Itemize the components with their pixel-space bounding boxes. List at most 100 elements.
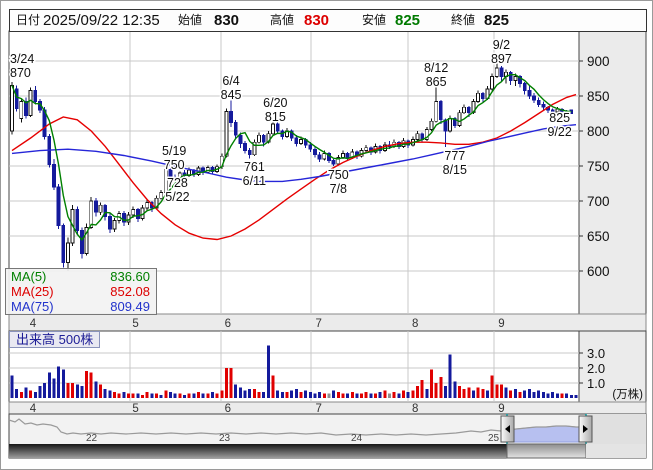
volume-bar (532, 392, 536, 398)
volume-bar (350, 392, 354, 398)
candle-down (243, 143, 247, 152)
month-label: 9 (498, 403, 504, 415)
price-tick-label: 700 (587, 194, 610, 209)
volume-bar (220, 390, 224, 398)
candle-up (429, 120, 434, 130)
volume-bar (108, 390, 112, 398)
ma75-value: 809.49 (110, 299, 150, 314)
volume-bar (89, 372, 93, 398)
candle-up (364, 147, 369, 152)
candle-up (84, 227, 89, 254)
volume-bar (271, 375, 275, 398)
candle-down (52, 164, 56, 188)
volume-bar (19, 392, 23, 398)
open-label: 始値 (178, 13, 203, 27)
candle-down (536, 99, 541, 105)
high-label: 高値 (270, 13, 295, 27)
volume-bar (392, 392, 396, 398)
annotation-825-9/22: 825 9/22 (548, 111, 572, 139)
month-label: 7 (316, 318, 322, 330)
volume-bar (364, 392, 368, 398)
volume-axis-panel (578, 330, 647, 403)
volume-bar (299, 392, 303, 398)
candle-up (299, 138, 303, 144)
volume-bar (196, 392, 200, 398)
volume-bar (355, 393, 359, 398)
candle-up (159, 192, 164, 199)
volume-bar (499, 384, 503, 398)
volume-tick-label: 3.0 (587, 346, 605, 361)
volume-bar (430, 369, 434, 398)
annotation-6/20-815: 6/20 815 (263, 96, 287, 124)
volume-bar (266, 345, 270, 398)
month-label: 8 (412, 403, 418, 415)
candle-down (466, 106, 471, 114)
candle-up (112, 220, 117, 230)
price-pane (8, 30, 580, 315)
volume-bar (457, 386, 461, 398)
volume-bar (159, 395, 163, 398)
volume-bar (406, 392, 410, 398)
close-value: 825 (484, 12, 510, 29)
volume-bar (467, 387, 471, 398)
volume-bar (117, 393, 121, 398)
volume-bar (75, 384, 79, 398)
volume-bar (280, 392, 284, 398)
month-label: 8 (412, 318, 418, 330)
candle-down (33, 90, 38, 103)
volume-bar (481, 389, 485, 398)
volume-bar (537, 390, 541, 398)
volume-bar (285, 392, 289, 398)
ma25-value: 852.08 (110, 284, 150, 299)
volume-bar (332, 390, 336, 398)
volume-bar (238, 387, 242, 398)
volume-bar (131, 393, 135, 398)
ma-legend: MA(5) 836.60 MA(25) 852.08 MA(75) 809.49 (5, 268, 157, 315)
navigator-year-label: 22 (86, 433, 98, 444)
volume-bar (346, 393, 350, 398)
ma25-legend-row: MA(25) 852.08 (6, 284, 156, 299)
ma5-line (11, 74, 572, 241)
candle-up (476, 92, 481, 102)
candle-down (103, 204, 108, 217)
scrollbar-thumb[interactable] (506, 443, 587, 459)
candle-up (145, 201, 150, 209)
volume-bar (411, 390, 415, 398)
candle-down (14, 88, 19, 110)
volume-bar (294, 389, 298, 398)
price-tick-label: 600 (587, 264, 610, 279)
candle-up (66, 242, 70, 264)
month-axis-strip-bottom (8, 401, 647, 415)
volume-bar (569, 395, 573, 398)
volume-bar (47, 372, 51, 398)
volume-bar (546, 393, 550, 398)
candle-down (107, 215, 112, 230)
candle-up (341, 152, 345, 158)
volume-bar (308, 392, 312, 398)
scrollbar-track[interactable] (9, 444, 507, 458)
candle-down (173, 176, 178, 180)
month-label: 9 (498, 318, 504, 330)
volume-bar (15, 389, 19, 398)
month-label: 5 (132, 318, 138, 330)
volume-bar (57, 366, 61, 398)
candle-up (10, 85, 14, 132)
volume-bar (224, 368, 228, 398)
volume-bar (551, 392, 555, 398)
ma5-value: 836.60 (110, 269, 150, 284)
candle-down (452, 118, 457, 126)
candle-down (508, 71, 513, 81)
volume-bar (248, 389, 252, 398)
candle-down (24, 101, 28, 116)
high-value: 830 (304, 12, 330, 29)
volume-bar (192, 393, 196, 398)
volume-bar (127, 393, 131, 398)
annotation-5/19-750: 5/19 750 (162, 144, 186, 172)
scrollbar-track-right[interactable] (586, 444, 646, 458)
candle-down (75, 208, 80, 231)
volume-bar (10, 375, 14, 398)
candle-up (322, 152, 327, 160)
month-axis-strip-top (8, 313, 647, 332)
candle-down (518, 76, 522, 84)
candle-up (257, 134, 261, 143)
